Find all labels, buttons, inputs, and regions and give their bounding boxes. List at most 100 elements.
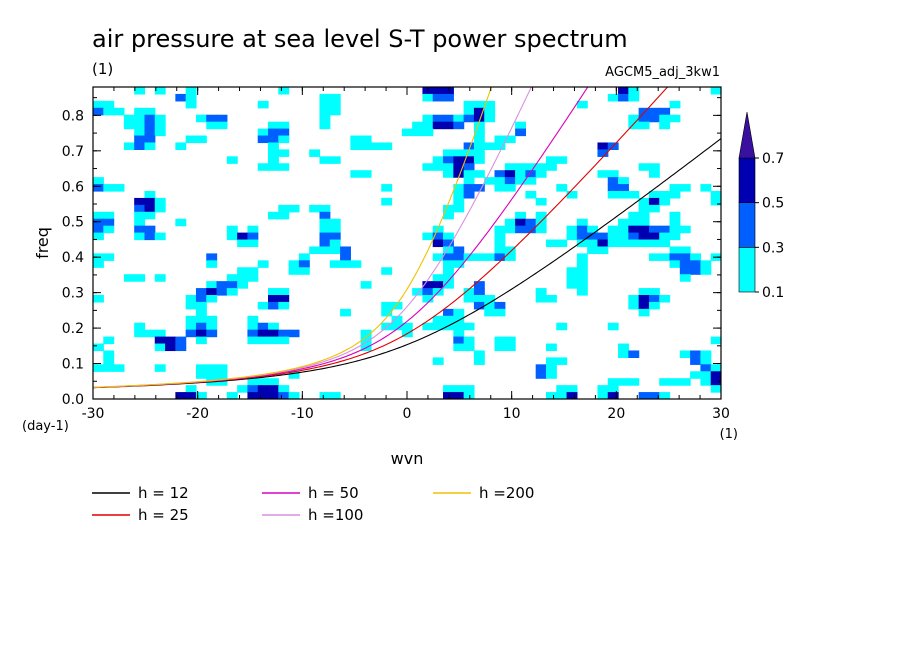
contour-cell — [648, 191, 660, 199]
contour-cell — [628, 378, 640, 386]
contour-cell — [268, 295, 279, 303]
contour-cell — [504, 246, 516, 254]
contour-cell — [566, 191, 578, 199]
contour-cell — [453, 149, 465, 157]
contour-cell — [638, 211, 650, 220]
contour-cell — [587, 232, 599, 241]
contour-cell — [659, 225, 671, 234]
contour-cell — [432, 357, 444, 365]
contour-cell — [185, 135, 197, 144]
contour-cell — [340, 260, 351, 268]
contour-cell — [226, 225, 238, 234]
contour-cell — [257, 301, 269, 310]
contour-cell — [648, 288, 660, 296]
contour-cell — [422, 281, 434, 289]
contour-cell — [432, 232, 444, 241]
contour-cell — [432, 253, 444, 261]
contour-cell — [648, 232, 660, 241]
contour-cell — [628, 211, 640, 220]
contour-cell — [700, 350, 712, 358]
contour-cell — [607, 378, 619, 386]
contour-cell — [607, 170, 619, 178]
legend-label: h = 12 — [138, 484, 189, 502]
contour-cell — [443, 322, 454, 331]
contour-cell — [535, 225, 547, 234]
x-unit-label: (1) — [720, 427, 738, 442]
contour-cell — [268, 322, 279, 331]
contour-cell — [247, 392, 259, 399]
contour-cell — [463, 253, 475, 261]
contour-cell — [628, 350, 640, 358]
contour-cell — [473, 142, 485, 150]
contour-cell — [463, 114, 475, 123]
y-tick-label: 0.5 — [62, 215, 84, 231]
contour-cell — [484, 301, 496, 310]
contour-cell — [195, 295, 207, 303]
contour-cell — [134, 135, 146, 144]
contour-cell — [103, 218, 115, 227]
contour-cell — [93, 211, 104, 220]
contour-cell — [679, 246, 691, 254]
contour-cell — [607, 191, 619, 199]
contour-cell — [504, 184, 516, 192]
contour-cell — [432, 239, 444, 248]
contour-cell — [638, 288, 650, 296]
contour-cell — [443, 253, 454, 261]
contour-cell — [278, 121, 290, 130]
contour-cell — [453, 392, 465, 399]
contour-cell — [628, 87, 640, 95]
contour-cell — [216, 288, 228, 296]
legend-label: h =100 — [308, 506, 363, 524]
contour-cell — [154, 336, 166, 345]
contour-cell — [123, 274, 135, 282]
contour-cell — [556, 184, 568, 192]
contour-cell — [319, 211, 331, 220]
contour-cell — [576, 218, 588, 227]
contour-cell — [484, 177, 496, 185]
contour-cell — [391, 315, 403, 324]
contour-cell — [525, 218, 537, 227]
contour-cell — [319, 121, 331, 130]
contour-cell — [144, 114, 156, 123]
contour-cell — [309, 204, 321, 213]
contour-cell — [494, 336, 506, 345]
contour-cell — [257, 329, 269, 338]
contour-cell — [298, 253, 310, 261]
contour-cell — [597, 385, 609, 393]
contour-cell — [195, 114, 207, 123]
contour-cell — [597, 170, 609, 178]
contour-cell — [494, 177, 506, 185]
colorbar-segment — [738, 247, 756, 293]
contour-cell — [319, 246, 331, 254]
contour-cell — [247, 322, 259, 331]
contour-cell — [134, 87, 146, 95]
contour-cell — [597, 239, 609, 248]
contour-cell — [638, 114, 650, 123]
contour-cell — [134, 142, 146, 150]
contour-cell — [185, 315, 197, 324]
contour-cell — [278, 163, 290, 171]
contour-cell — [206, 253, 218, 261]
contour-cell — [113, 107, 125, 116]
x-tick-label: -10 — [291, 406, 314, 422]
contour-cell — [278, 87, 290, 95]
contour-cell — [195, 135, 207, 144]
contour-cell — [432, 163, 444, 171]
y-axis-label: freq — [33, 227, 52, 259]
contour-cell — [545, 163, 557, 171]
contour-cell — [123, 121, 135, 130]
contour-cell — [700, 184, 712, 192]
contour-cell — [545, 156, 557, 164]
contour-cell — [134, 197, 146, 206]
contour-cell — [628, 225, 640, 234]
contour-cell — [268, 211, 279, 220]
contour-cell — [618, 218, 629, 227]
contour-cell — [432, 322, 444, 331]
contour-cell — [443, 211, 454, 220]
contour-cell — [576, 288, 588, 296]
contour-cell — [93, 100, 104, 109]
contour-cell — [556, 239, 568, 248]
contour-cell — [453, 204, 465, 213]
contour-cell — [648, 239, 660, 248]
contour-cell — [545, 371, 557, 379]
